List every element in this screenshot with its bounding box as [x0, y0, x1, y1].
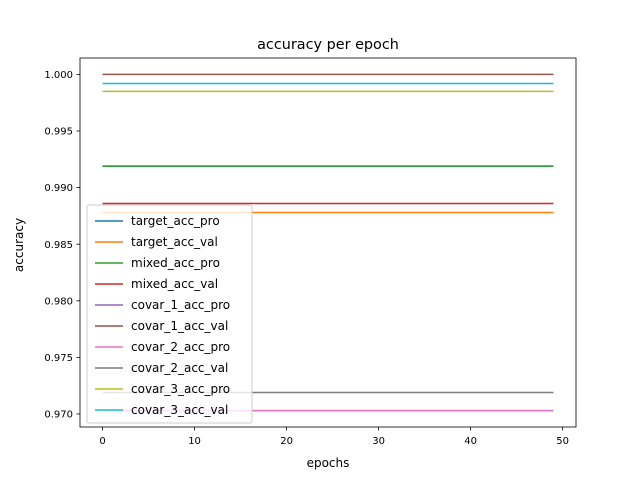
y-tick-label: 0.980: [44, 296, 73, 307]
x-tick-label: 20: [280, 436, 293, 447]
chart-title: accuracy per epoch: [257, 37, 399, 53]
legend-label-covar-1-acc-pro: covar_1_acc_pro: [131, 298, 230, 312]
plot-frame: [79, 57, 577, 428]
y-tick-label: 0.975: [44, 353, 73, 364]
x-axis-label: epochs: [307, 456, 350, 470]
legend-box: [86, 204, 253, 424]
y-tick-label: 0.970: [44, 410, 73, 421]
legend-label-mixed-acc-val: mixed_acc_val: [131, 277, 218, 291]
x-tick-label: 0: [99, 436, 105, 447]
legend-label-covar-2-acc-val: covar_2_acc_val: [131, 361, 228, 375]
y-tick-label: 0.990: [44, 183, 73, 194]
x-tick-label: 30: [372, 436, 385, 447]
axes: 0 10 20 30 40 50 0.970 0.975 0.980 0.985 0.990 0.99…: [44, 57, 577, 447]
y-tick-label: 1.000: [44, 70, 73, 81]
y-tick-label: 0.995: [44, 127, 73, 138]
legend-label-target-acc-pro: target_acc_pro: [131, 214, 220, 228]
legend-label-mixed-acc-pro: mixed_acc_pro: [131, 256, 220, 270]
x-tick-label: 40: [464, 436, 477, 447]
x-tick-label: 50: [556, 436, 569, 447]
legend-label-covar-3-acc-val: covar_3_acc_val: [131, 403, 228, 417]
legend-label-covar-3-acc-pro: covar_3_acc_pro: [131, 382, 230, 396]
legend: target_acc_pro target_acc_val mixed_acc_pr…: [86, 204, 253, 424]
legend-label-covar-2-acc-pro: covar_2_acc_pro: [131, 340, 230, 354]
legend-label-target-acc-val: target_acc_val: [131, 235, 218, 249]
y-axis-label: accuracy: [12, 218, 26, 272]
x-tick-label: 10: [188, 436, 201, 447]
y-tick-label: 0.985: [44, 240, 73, 251]
legend-label-covar-1-acc-val: covar_1_acc_val: [131, 319, 228, 333]
